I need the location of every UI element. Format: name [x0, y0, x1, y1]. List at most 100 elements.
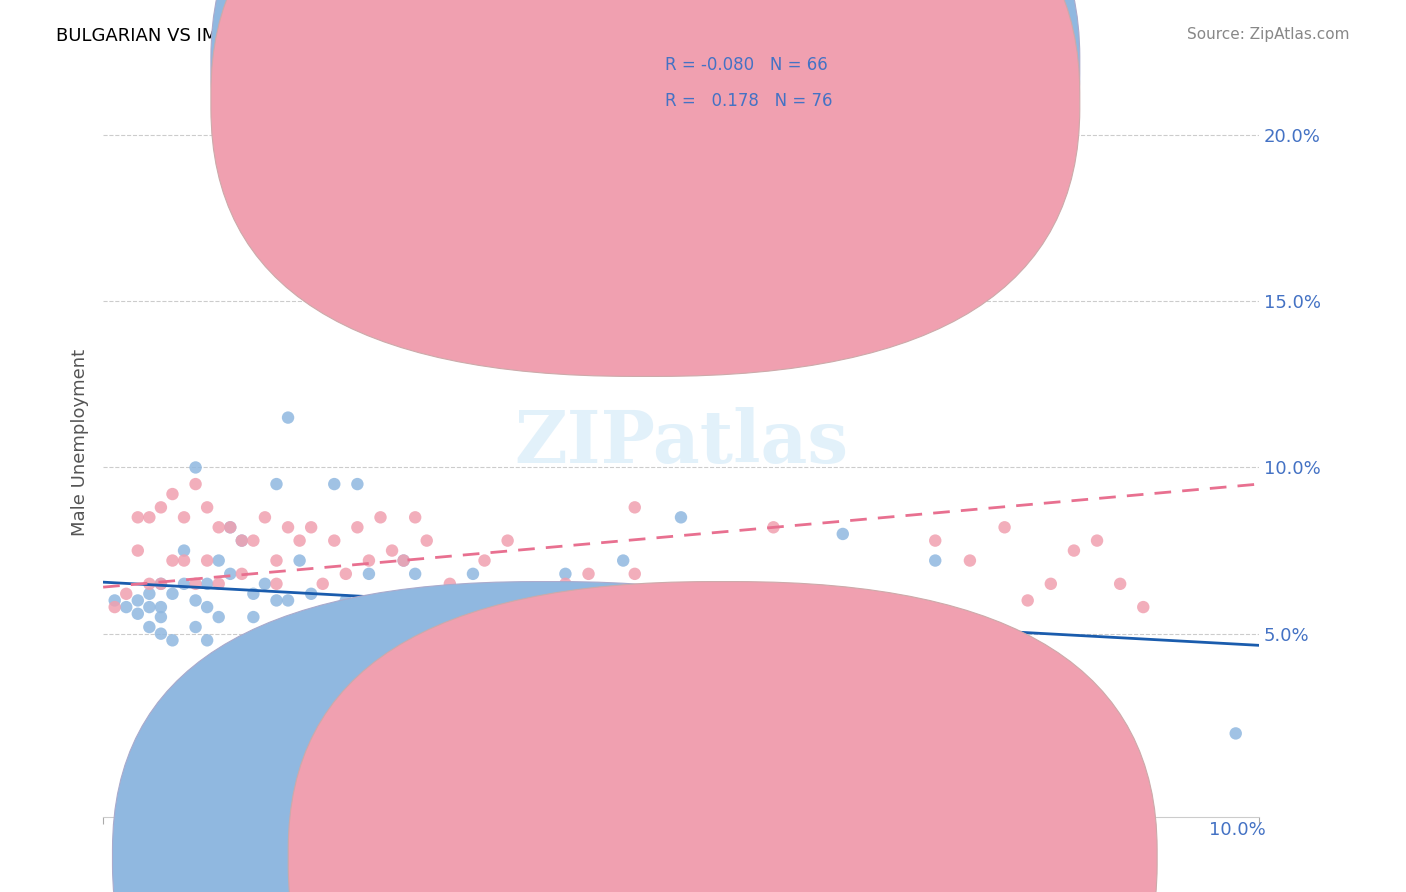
Point — [299, 587, 322, 601]
Point — [323, 477, 346, 491]
Point — [578, 566, 600, 581]
Point — [288, 533, 311, 548]
Point — [808, 593, 831, 607]
Text: BULGARIAN VS IMMIGRANTS FROM UZBEKISTAN MALE UNEMPLOYMENT CORRELATION CHART: BULGARIAN VS IMMIGRANTS FROM UZBEKISTAN … — [56, 27, 900, 45]
Point — [242, 587, 264, 601]
Text: R =   0.178   N = 76: R = 0.178 N = 76 — [665, 92, 832, 110]
Point — [831, 527, 853, 541]
Point — [1063, 543, 1085, 558]
Point — [404, 566, 426, 581]
Point — [162, 553, 184, 567]
Point — [600, 587, 623, 601]
Point — [242, 533, 264, 548]
Point — [184, 477, 207, 491]
Point — [277, 520, 299, 534]
Point — [1132, 600, 1154, 615]
Point — [693, 643, 716, 657]
Point — [1085, 533, 1108, 548]
Point — [844, 626, 866, 640]
Point — [346, 520, 368, 534]
Point — [219, 520, 242, 534]
Point — [901, 178, 924, 192]
Point — [149, 600, 172, 615]
Point — [924, 686, 946, 700]
Point — [439, 633, 461, 648]
Point — [138, 510, 160, 524]
Text: Source: ZipAtlas.com: Source: ZipAtlas.com — [1187, 27, 1350, 42]
Text: Immigrants from Uzbekistan: Immigrants from Uzbekistan — [742, 848, 998, 866]
Point — [427, 633, 450, 648]
Point — [370, 510, 392, 524]
Text: ZIPatlas: ZIPatlas — [515, 407, 848, 478]
Point — [474, 553, 496, 567]
Point — [404, 510, 426, 524]
Point — [496, 533, 519, 548]
Point — [1039, 699, 1062, 714]
Point — [612, 553, 634, 567]
Point — [623, 566, 645, 581]
Point — [786, 600, 808, 615]
Point — [208, 553, 231, 567]
Point — [195, 633, 218, 648]
Point — [208, 520, 231, 534]
Point — [392, 553, 415, 567]
Point — [149, 577, 172, 591]
Point — [485, 620, 508, 634]
Point — [381, 543, 404, 558]
Point — [195, 553, 218, 567]
Text: 0.0%: 0.0% — [176, 821, 221, 838]
Point — [1039, 577, 1062, 591]
Point — [184, 593, 207, 607]
Point — [288, 553, 311, 567]
Point — [195, 500, 218, 515]
Point — [623, 500, 645, 515]
Point — [195, 577, 218, 591]
Point — [312, 610, 335, 624]
Point — [162, 587, 184, 601]
Point — [149, 626, 172, 640]
Point — [173, 577, 195, 591]
Point — [266, 477, 288, 491]
Text: 10.0%: 10.0% — [1209, 821, 1265, 838]
Point — [508, 660, 530, 674]
Point — [195, 600, 218, 615]
Point — [959, 553, 981, 567]
Point — [312, 577, 335, 591]
Point — [219, 520, 242, 534]
Point — [1225, 726, 1247, 740]
Point — [104, 593, 127, 607]
Point — [554, 693, 576, 707]
Point — [184, 620, 207, 634]
Point — [149, 500, 172, 515]
Point — [427, 593, 450, 607]
Point — [439, 577, 461, 591]
Point — [357, 553, 380, 567]
Point — [877, 633, 900, 648]
Point — [184, 460, 207, 475]
Point — [924, 533, 946, 548]
Point — [786, 626, 808, 640]
Point — [173, 543, 195, 558]
Point — [669, 587, 692, 601]
Point — [162, 633, 184, 648]
Point — [115, 600, 138, 615]
Point — [461, 610, 484, 624]
Point — [762, 520, 785, 534]
Point — [162, 487, 184, 501]
Point — [669, 510, 692, 524]
Point — [253, 510, 276, 524]
Point — [299, 520, 322, 534]
Point — [127, 510, 149, 524]
Point — [253, 577, 276, 591]
Point — [242, 610, 264, 624]
Point — [740, 620, 762, 634]
Point — [416, 533, 439, 548]
Text: Bulgarians: Bulgarians — [565, 848, 661, 866]
Point — [600, 587, 623, 601]
Point — [335, 566, 357, 581]
Point — [751, 593, 773, 607]
Point — [647, 600, 669, 615]
Point — [716, 610, 738, 624]
Point — [184, 577, 207, 591]
Point — [266, 593, 288, 607]
